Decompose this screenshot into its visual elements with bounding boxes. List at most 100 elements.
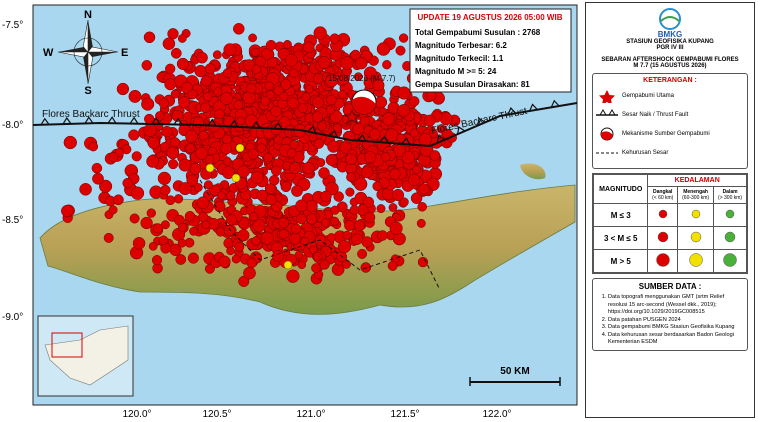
- aftershock: [318, 167, 330, 179]
- aftershock: [381, 152, 391, 162]
- aftershock: [160, 184, 171, 196]
- aftershock: [108, 152, 119, 163]
- aftershock: [325, 153, 338, 166]
- aftershock: [147, 136, 160, 150]
- aftershock: [165, 63, 176, 74]
- fault-tooth: [129, 116, 139, 125]
- aftershock: [202, 91, 213, 102]
- aftershock: [332, 123, 343, 134]
- aftershock: [329, 33, 340, 44]
- aftershock-mid: [235, 143, 245, 153]
- aftershock: [364, 211, 376, 223]
- aftershock: [233, 23, 245, 35]
- aftershock: [146, 155, 159, 168]
- depth-col: Menengah (60-300 km): [677, 186, 715, 204]
- aftershock: [260, 95, 271, 106]
- legend-text: Gempabumi Utama: [622, 93, 675, 99]
- depth-name: Dalam: [722, 189, 738, 195]
- fault-tooth: [273, 121, 283, 130]
- symbol-cell: [647, 203, 679, 227]
- aftershock: [158, 98, 169, 109]
- aftershock: [185, 143, 196, 153]
- aftershock: [170, 89, 180, 99]
- symbol: [725, 209, 735, 219]
- symbol: [657, 231, 668, 243]
- aftershock: [330, 205, 340, 215]
- update-box: [409, 8, 572, 93]
- compass-n: N: [84, 9, 92, 21]
- aftershock: [311, 263, 321, 273]
- fault-label: Flores Backarc Thrust: [42, 109, 140, 120]
- aftershock: [178, 222, 187, 232]
- legend-panel: BMKG STASIUN GEOFISIKA KUPANG PGR IV III…: [585, 2, 755, 418]
- depth-range: (60-300 km): [682, 195, 710, 201]
- symbol-cell: [647, 226, 679, 250]
- logo-text: BMKG: [657, 30, 683, 39]
- symbol: [688, 253, 703, 267]
- depth-range: (> 300 km): [718, 195, 743, 201]
- aftershock: [108, 205, 118, 215]
- scale-label: 50 KM: [500, 366, 529, 377]
- map: Flores Backarc Thrust Flores Backarc Thr…: [2, 4, 578, 420]
- symbol: [724, 231, 736, 243]
- aftershock: [113, 194, 124, 206]
- sources-title: SUMBER DATA :: [638, 282, 702, 291]
- fault-tooth: [40, 117, 50, 126]
- aftershock: [374, 96, 388, 109]
- aftershock: [349, 205, 360, 215]
- aftershock: [130, 186, 145, 200]
- magnitude-header: MAGNITUDO: [592, 174, 649, 204]
- magnitude-label: M > 5: [592, 249, 649, 273]
- fault-tooth: [107, 116, 117, 124]
- aftershock: [304, 84, 314, 94]
- symbol-dot: [655, 253, 670, 267]
- aftershock: [195, 146, 209, 160]
- aftershock: [286, 148, 297, 158]
- station: STASIUN GEOFISIKA KUPANG: [626, 39, 714, 45]
- aftershock: [265, 194, 277, 206]
- aftershock: [363, 66, 377, 80]
- aftershock: [321, 218, 331, 228]
- aftershock: [99, 179, 113, 193]
- aftershock: [221, 166, 235, 180]
- aftershock: [317, 121, 327, 131]
- aftershock: [143, 123, 157, 137]
- magnitude-label: 3 < M ≤ 5: [592, 226, 649, 250]
- fault-tooth: [379, 135, 389, 144]
- aftershock: [184, 211, 196, 222]
- aftershock: [409, 96, 420, 107]
- aftershocks: [61, 22, 461, 287]
- aftershock: [287, 97, 299, 109]
- aftershock: [200, 75, 212, 87]
- aftershock: [382, 60, 392, 70]
- source-item: Data patahan PUSGEN 2024: [608, 317, 744, 325]
- aftershock: [410, 192, 423, 204]
- aftershock: [208, 146, 217, 156]
- aftershock: [319, 259, 330, 270]
- symbol-cell: [677, 226, 715, 250]
- compass-e: E: [121, 47, 128, 59]
- aftershock: [317, 56, 331, 69]
- aftershock: [291, 223, 302, 234]
- aftershock: [128, 129, 140, 141]
- lat-label: -8.0°: [2, 120, 23, 131]
- aftershock: [361, 236, 373, 248]
- depth-range: (< 60 km): [652, 195, 674, 201]
- symbol: [655, 253, 670, 267]
- aftershock: [412, 165, 421, 174]
- fault-tooth: [550, 99, 560, 108]
- fault-tooth: [151, 117, 161, 125]
- aftershock: [368, 128, 381, 141]
- fault-tooth: [456, 126, 466, 135]
- aftershock: [167, 28, 179, 40]
- aftershock: [344, 220, 356, 231]
- aftershock: [396, 133, 406, 143]
- aftershock: [103, 232, 114, 243]
- aftershock: [237, 165, 250, 178]
- aftershock: [264, 183, 276, 194]
- islet: [520, 163, 546, 180]
- aftershock: [357, 248, 368, 259]
- aftershock: [278, 217, 289, 228]
- fault-tooth: [507, 107, 517, 115]
- aftershock: [129, 213, 140, 224]
